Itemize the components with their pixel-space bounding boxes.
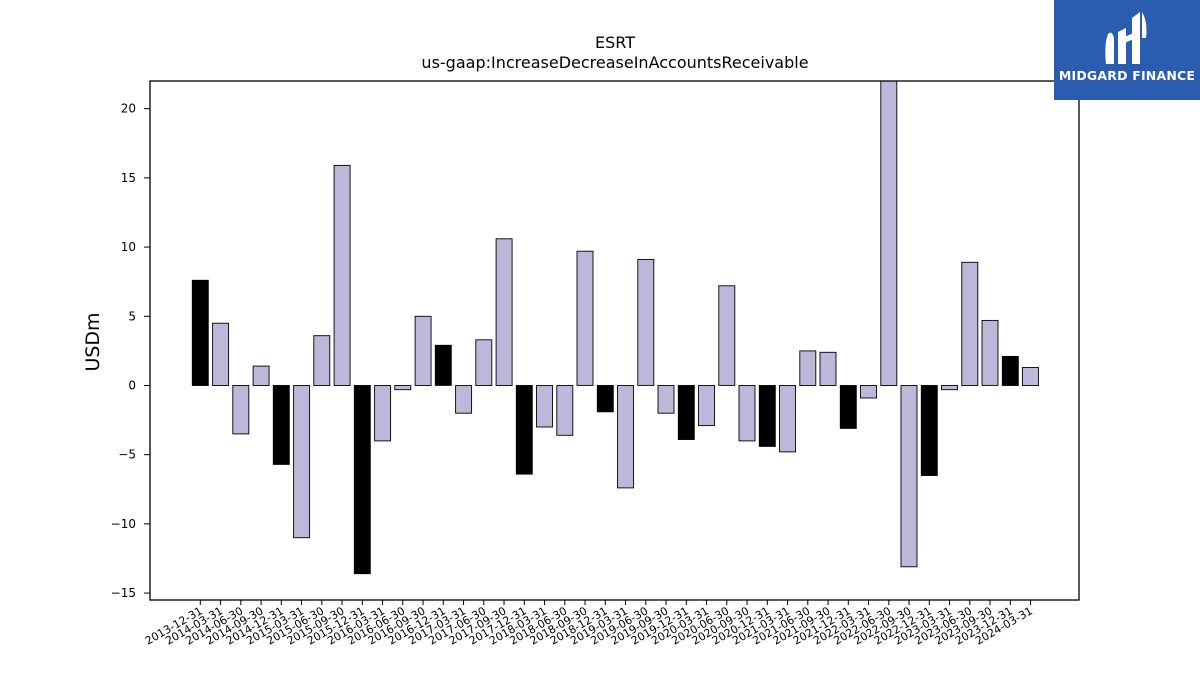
y-tick-label: 10 (121, 240, 136, 254)
midgard-logo-icon (1105, 12, 1147, 64)
bar-2016-06-30 (394, 385, 412, 391)
bar-2016-12-31 (434, 344, 452, 386)
y-tick-label: −10 (111, 517, 136, 531)
y-tick-label: 5 (128, 309, 136, 323)
bar-2023-12-31 (1001, 355, 1019, 386)
bar-2019-03-31 (617, 385, 634, 489)
y-axis-label: USDm (82, 312, 104, 371)
bar-2015-12-31 (353, 385, 371, 575)
bar-2022-09-30 (900, 385, 918, 568)
bar-2021-12-31 (839, 385, 857, 429)
y-axis: −15 −10 −5 0 5 10 15 20 (111, 102, 150, 600)
brand-logo: MIDGARD FINANCE (1054, 0, 1200, 100)
bar-2015-09-30 (333, 164, 351, 386)
bar-2017-09-30 (495, 238, 513, 386)
bar-2018-12-31 (596, 385, 614, 413)
y-tick-label: 20 (121, 102, 136, 116)
y-tick-label: −15 (111, 586, 136, 600)
bar-2022-03-31 (860, 385, 877, 399)
bar-2021-06-30 (799, 350, 817, 386)
bar-2016-03-31 (374, 385, 392, 442)
bar-2014-03-31 (212, 322, 230, 386)
bar-2016-09-30 (414, 315, 432, 386)
x-axis: 2013-12-312014-03-312014-06-302014-09-30… (143, 600, 1035, 648)
chart-title: ESRT (595, 33, 635, 52)
bar-2022-06-30 (880, 80, 898, 386)
bar-2017-03-31 (455, 385, 473, 414)
bar-2023-03-31 (941, 385, 958, 391)
bar-2015-03-31 (293, 385, 311, 539)
bar-2021-03-31 (779, 385, 796, 453)
bar-2020-09-30 (738, 385, 756, 442)
bars-group (191, 80, 1039, 575)
bar-2017-06-30 (475, 339, 493, 386)
plot-frame (149, 80, 1080, 601)
bar-2020-12-31 (758, 385, 776, 447)
bar-2024-03-31 (1022, 367, 1039, 386)
bar-2014-06-30 (232, 385, 250, 435)
bar-2019-12-31 (677, 385, 695, 440)
bar-2020-03-31 (698, 385, 715, 427)
bar-2018-06-30 (556, 385, 574, 436)
bar-2015-06-30 (313, 335, 331, 386)
bar-2017-12-31 (515, 385, 533, 475)
bar-2020-06-30 (718, 285, 736, 386)
y-tick-label: 0 (128, 379, 136, 393)
bar-2023-09-30 (981, 319, 999, 386)
bar-2018-03-31 (536, 385, 553, 428)
bar-2019-06-30 (637, 259, 655, 386)
chart-subtitle: us-gaap:IncreaseDecreaseInAccountsReceiv… (421, 53, 808, 72)
bar-2019-09-30 (657, 385, 675, 414)
bar-2022-12-31 (920, 385, 938, 476)
bar-2023-06-30 (961, 261, 979, 386)
y-tick-label: 15 (121, 171, 136, 185)
bar-2013-12-31 (191, 279, 209, 386)
bar-2021-09-30 (819, 351, 837, 386)
bar-2014-12-31 (272, 385, 290, 465)
brand-name: MIDGARD FINANCE (1058, 68, 1196, 83)
y-tick-label: −5 (118, 448, 136, 462)
bar-2014-09-30 (252, 365, 270, 386)
bar-2018-09-30 (576, 250, 594, 386)
